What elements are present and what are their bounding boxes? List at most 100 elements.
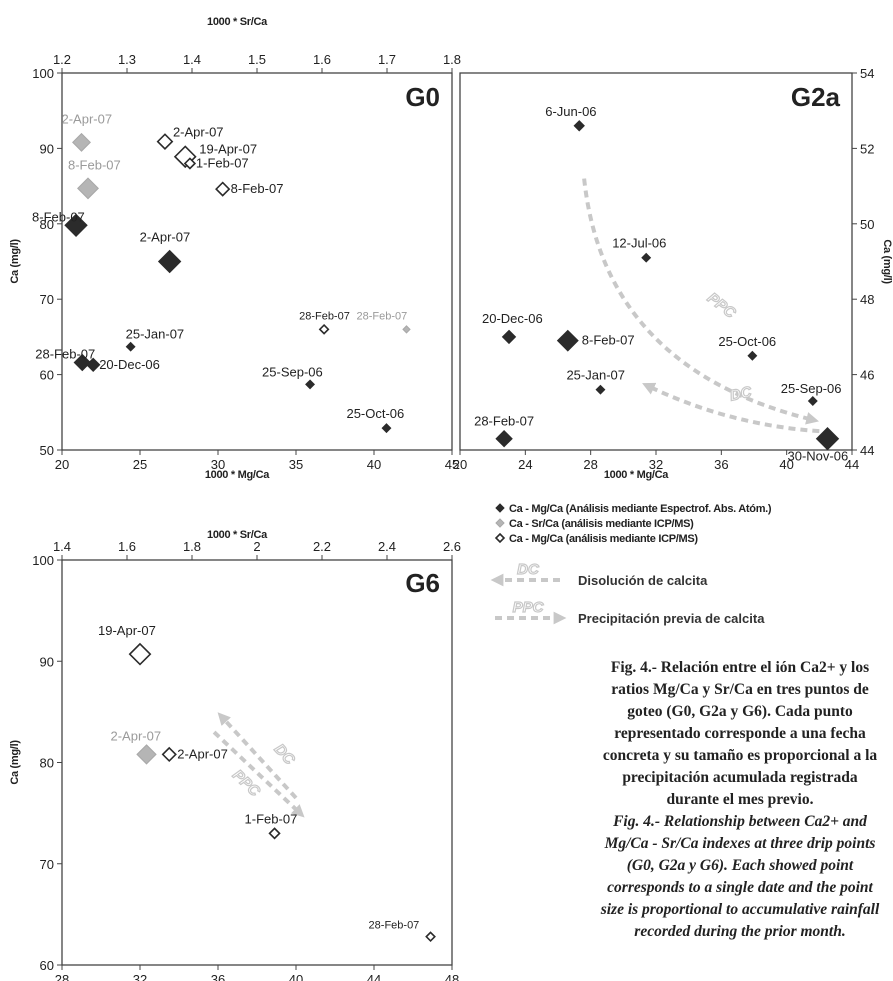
y-tick-label: 44: [860, 443, 874, 458]
x-axis-title: 1000 * Mg/Ca: [205, 469, 270, 481]
data-point-label: 25-Sep-06: [262, 364, 323, 379]
y-tick-label: 90: [40, 654, 54, 669]
data-point: [815, 426, 840, 451]
trend-arrow-ppc: [582, 178, 820, 425]
data-point-label: 28-Feb-07: [35, 347, 95, 362]
x-tick-label: 36: [211, 972, 225, 981]
plot-frame: [61, 559, 453, 966]
data-point: [72, 132, 91, 152]
x-tick-label: 20: [453, 457, 467, 472]
chart-panels: 20 25 30 35 40 45 1000 * Mg/Ca 1.2 1.3 1.4 1.5 1.6 1…: [9, 16, 893, 981]
data-point: [77, 177, 99, 200]
data-point-label: 2-Apr-07: [177, 746, 228, 761]
panel-g0: 20 25 30 35 40 45 1000 * Mg/Ca 1.2 1.3 1.4 1.5 1.6 1…: [9, 16, 461, 481]
data-point-label: 2-Apr-07: [173, 125, 224, 140]
legend-marker: [494, 532, 506, 544]
data-point: [595, 384, 606, 395]
panel-title: G2a: [791, 82, 841, 112]
trend-arrow-label: DC: [728, 383, 754, 404]
y-tick-label: 60: [40, 368, 54, 383]
x-tick-label: 48: [445, 972, 459, 981]
data-point-label: 28-Feb-07: [357, 310, 408, 322]
data-point-label: 28-Feb-07: [299, 310, 350, 322]
x2-tick-label: 1.8: [443, 52, 461, 67]
x-tick-label: 24: [518, 457, 532, 472]
data-point: [128, 642, 152, 666]
x-tick-label: 20: [55, 457, 69, 472]
data-point: [402, 325, 411, 334]
legend-arrow-text: Precipitación previa de calcita: [578, 611, 765, 626]
x2-tick-label: 1.6: [118, 539, 136, 554]
y-tick-label: 80: [40, 217, 54, 232]
legend-marker: [495, 518, 505, 528]
legend: Ca - Mg/Ca (Análisis mediante Espectrof.…: [490, 503, 772, 626]
legend-arrow-text: Disolución de calcita: [578, 573, 708, 588]
data-point: [495, 429, 513, 448]
data-point-label: 28-Feb-07: [474, 414, 534, 429]
x-tick-label: 32: [649, 457, 663, 472]
x-tick-label: 45: [445, 457, 459, 472]
x-tick-label: 36: [714, 457, 728, 472]
data-point-label: 28-Feb-07: [369, 920, 420, 932]
data-point: [73, 353, 91, 372]
data-point: [573, 120, 585, 132]
y-tick-label: 50: [860, 217, 874, 232]
data-point: [268, 827, 281, 840]
x-tick-label: 25: [133, 457, 147, 472]
data-point: [501, 329, 517, 345]
legend-entry-text: Ca - Mg/Ca (análisis mediante ICP/MS): [509, 533, 698, 545]
data-point-label: 8-Feb-07: [582, 333, 635, 348]
x2-tick-label: 1.6: [313, 52, 331, 67]
panel-title: G0: [405, 82, 440, 112]
data-point: [157, 249, 182, 274]
data-point: [381, 423, 392, 434]
data-point-label: 25-Jan-07: [566, 368, 625, 383]
x2-tick-label: 2.6: [443, 539, 461, 554]
trend-arrow-label: PPC: [229, 767, 264, 801]
y-tick-label: 80: [40, 756, 54, 771]
legend-arrow-label: PPC: [513, 599, 545, 616]
panel-g6: 2832364044481000 * Mg/Ca1.41.61.822.22.4…: [9, 529, 461, 981]
data-point: [305, 379, 315, 390]
data-point: [318, 323, 330, 335]
y-tick-label: 52: [860, 141, 874, 156]
data-point: [64, 213, 88, 238]
panel-title: G6: [405, 568, 440, 598]
data-point-label: 1-Feb-07: [196, 155, 249, 170]
data-point: [136, 744, 157, 765]
data-point: [183, 157, 197, 170]
data-point: [161, 746, 177, 763]
y-tick-label: 100: [32, 66, 54, 81]
x-tick-label: 28: [55, 972, 69, 981]
data-point-label: 6-Jun-06: [545, 104, 596, 119]
data-point-label: 2-Apr-07: [62, 111, 113, 126]
y-tick-label: 46: [860, 368, 874, 383]
y-tick-label: 90: [40, 141, 54, 156]
x-tick-label: 40: [367, 457, 381, 472]
data-point-label: 8-Feb-07: [68, 157, 121, 172]
figure-caption-english: Fig. 4.- Relationship between Ca2+ and M…: [600, 813, 880, 940]
x2-tick-label: 2.4: [378, 539, 396, 554]
x2-tick-label: 2: [253, 539, 260, 554]
x-tick-label: 44: [845, 457, 859, 472]
y-tick-label: 70: [40, 857, 54, 872]
y-tick-label: 48: [860, 292, 874, 307]
x2-axis-title: 1000 * Sr/Ca: [207, 16, 268, 28]
x2-tick-label: 1.2: [53, 52, 71, 67]
plot-frame: [61, 72, 453, 451]
y-tick-label: 50: [40, 443, 54, 458]
legend-entry-text: Ca - Sr/Ca (análisis mediante ICP/MS): [509, 518, 694, 530]
x-tick-label: 30: [211, 457, 225, 472]
trend-arrow-dc: [217, 712, 298, 800]
data-point-label: 8-Feb-07: [231, 181, 284, 196]
data-point-label: 19-Apr-07: [98, 623, 156, 638]
y-tick-label: 100: [32, 553, 54, 568]
x2-axis-title: 1000 * Sr/Ca: [207, 529, 268, 541]
x-tick-label: 28: [583, 457, 597, 472]
data-point-label: 20-Dec-06: [482, 311, 543, 326]
y-axis-title: Ca (mg/l): [9, 740, 21, 785]
trend-arrow-label: DC: [271, 741, 299, 769]
legend-marker: [495, 503, 505, 513]
data-point-label: 2-Apr-07: [111, 728, 162, 743]
